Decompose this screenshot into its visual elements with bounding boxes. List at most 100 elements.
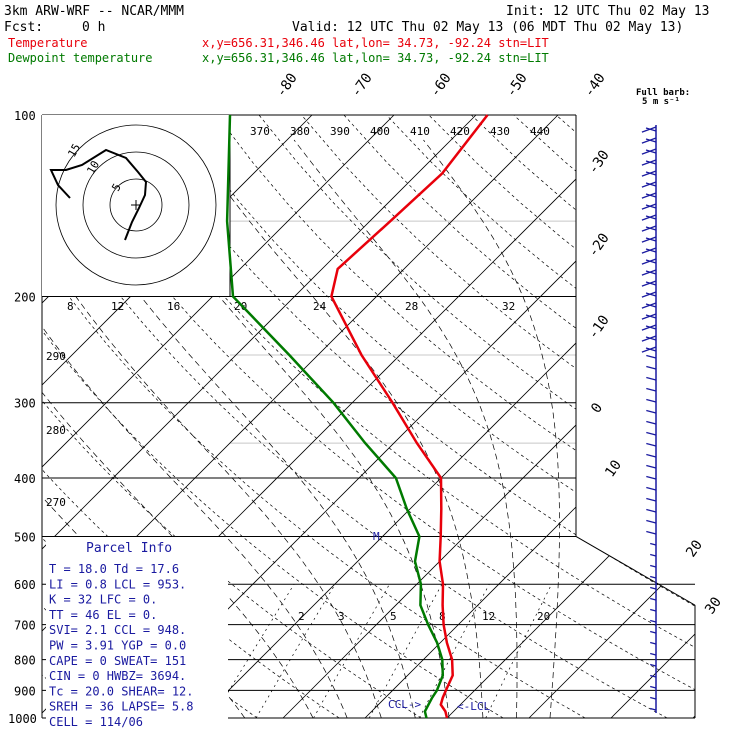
wind-barb-half xyxy=(645,270,657,275)
dry-adiabat xyxy=(89,115,695,718)
theta-e-label: 440 xyxy=(530,125,550,138)
legend-temperature-label: Temperature xyxy=(8,36,87,50)
dry-adiabat xyxy=(386,115,695,718)
wet-bulb-label: 12 xyxy=(111,300,124,313)
temperature-profile xyxy=(330,114,489,719)
wind-barb xyxy=(646,387,657,392)
pressure-label-900: 900 xyxy=(14,684,36,698)
isotherm xyxy=(528,115,695,718)
theta-e-label: 410 xyxy=(410,125,430,138)
hodograph-ring-label: 10 xyxy=(84,159,102,177)
barb-legend-title: Full barb: xyxy=(636,88,690,98)
pressure-label-100: 100 xyxy=(14,109,36,123)
hodograph-ring xyxy=(109,178,163,232)
legend-dewpoint-location: x,y=656.31,346.46 lat,lon= 34.73, -92.24… xyxy=(202,51,549,65)
isotherm xyxy=(200,115,695,718)
parcel-info-row: CAPE = 0 SWEAT= 151 xyxy=(49,654,186,668)
wind-barb xyxy=(646,530,657,535)
isotherm-label: -70 xyxy=(348,70,376,100)
isotherm-label: 0 xyxy=(588,400,606,416)
dry-adiabat xyxy=(46,115,695,718)
wind-barb xyxy=(641,346,657,353)
parcel-info-row: Tc = 20.0 SHEAR= 12. xyxy=(49,684,194,698)
wind-barb xyxy=(641,280,657,287)
wind-barb xyxy=(641,214,657,221)
isotherm-label: -80 xyxy=(273,70,301,100)
mixing-ratio-label: 12 xyxy=(482,610,495,623)
wind-barb xyxy=(641,269,657,276)
dry-adiabat xyxy=(343,115,695,718)
wind-barb-half xyxy=(645,314,657,319)
wind-barb xyxy=(650,564,657,568)
pressure-label-300: 300 xyxy=(14,397,36,411)
hodograph-ring-label: 15 xyxy=(65,142,83,160)
wind-barb-half xyxy=(645,193,657,198)
parcel-info-row: LI = 0.8 LCL = 953. xyxy=(49,577,186,591)
hodograph-trace xyxy=(49,148,148,241)
moist-adiabat xyxy=(190,139,484,718)
wind-barb xyxy=(646,497,657,502)
legend-temperature-location: x,y=656.31,346.46 lat,lon= 34.73, -92.24… xyxy=(202,36,549,50)
dry-adiabat xyxy=(42,115,668,718)
isotherm-label: -40 xyxy=(581,70,609,100)
pressure-label-700: 700 xyxy=(14,619,36,633)
parcel-info-row: PW = 3.91 YGP = 0.0 xyxy=(49,639,186,653)
wind-barb xyxy=(650,685,657,689)
moist-adiabat xyxy=(42,139,348,718)
dry-adiabat xyxy=(513,115,695,718)
dry-adiabat xyxy=(42,115,586,718)
wind-barb-half xyxy=(645,237,657,242)
wet-bulb-label: 28 xyxy=(405,300,418,313)
dry-adiabat-label: 280 xyxy=(46,424,66,437)
parcel-info-row: SVI= 2.1 CCL = 948. xyxy=(49,623,186,637)
wet-bulb-label: 16 xyxy=(167,300,180,313)
dry-adiabat xyxy=(301,115,695,718)
wind-barb-half xyxy=(645,303,657,308)
wind-barb xyxy=(650,608,657,612)
wet-bulb-label: 24 xyxy=(313,300,327,313)
wind-barb xyxy=(646,431,657,436)
wind-barb-half xyxy=(645,347,657,352)
wet-bulb-label: 20 xyxy=(234,300,247,313)
wind-barb xyxy=(641,203,657,210)
wind-barb xyxy=(646,420,657,425)
theta-e-label: 420 xyxy=(450,125,470,138)
right-axis-skew xyxy=(575,536,696,606)
wind-barb xyxy=(641,335,657,342)
isotherm-label: 10 xyxy=(602,457,625,480)
theta-e-label: 390 xyxy=(330,125,350,138)
mixing-ratio-label: 20 xyxy=(537,610,550,623)
dry-adiabat xyxy=(471,115,695,718)
pressure-label-500: 500 xyxy=(14,530,36,544)
wind-barb-half xyxy=(645,138,657,143)
dry-adiabat xyxy=(173,115,695,718)
isotherm xyxy=(446,115,695,718)
wind-barb xyxy=(641,181,657,188)
wind-barb xyxy=(641,159,657,166)
isotherm-label: 20 xyxy=(683,537,706,560)
wind-barb xyxy=(646,486,657,491)
theta-e-label: 400 xyxy=(370,125,390,138)
wind-barb xyxy=(650,630,657,634)
hodograph-ring xyxy=(82,151,190,259)
dry-adiabat xyxy=(216,115,695,718)
fcst-label: Fcst: xyxy=(4,20,43,35)
isotherm xyxy=(610,115,695,718)
theta-e-label: 430 xyxy=(490,125,510,138)
dry-adiabat-label: 270 xyxy=(46,496,66,509)
wind-barb xyxy=(650,542,657,546)
wind-barb-half xyxy=(645,226,657,231)
wind-barb xyxy=(646,409,657,414)
wind-barb xyxy=(646,475,657,480)
wind-barb xyxy=(641,313,657,320)
wind-barb xyxy=(650,619,657,623)
isotherm-label: -20 xyxy=(585,230,613,260)
isotherm xyxy=(42,115,395,718)
dewpoint-profile xyxy=(225,114,445,719)
wind-barb xyxy=(641,170,657,177)
profiles xyxy=(225,114,489,719)
wind-barb xyxy=(650,707,657,711)
wind-barb xyxy=(641,225,657,232)
mixing-ratio-label: 2 xyxy=(298,610,305,623)
